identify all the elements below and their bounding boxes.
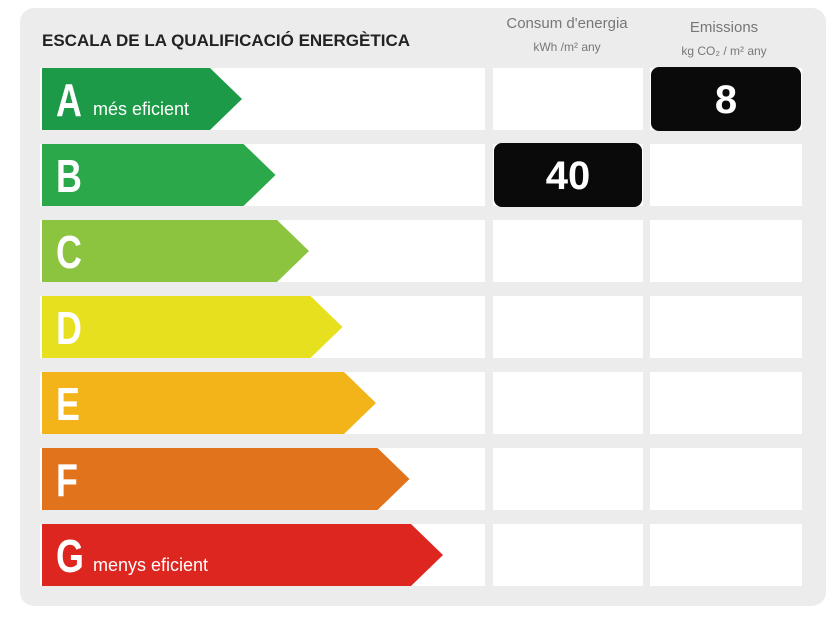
value-cell bbox=[493, 296, 643, 358]
value-cell bbox=[650, 220, 802, 282]
grade-letter: C bbox=[56, 227, 82, 278]
value-cell bbox=[493, 372, 643, 434]
grade-letter: B bbox=[56, 151, 82, 202]
value-badge bbox=[494, 143, 642, 207]
value-text: 40 bbox=[546, 154, 591, 198]
grade-letter: A bbox=[56, 75, 82, 126]
grade-arrow bbox=[42, 220, 309, 282]
column-title: Emissions bbox=[690, 19, 758, 36]
grade-letter: F bbox=[56, 455, 78, 506]
value-cell bbox=[493, 220, 643, 282]
grade-arrow bbox=[42, 144, 276, 206]
value-badge bbox=[651, 67, 801, 131]
grade-letter: E bbox=[56, 379, 80, 430]
value-cell bbox=[650, 524, 802, 586]
value-cell bbox=[650, 144, 802, 206]
value-cell bbox=[493, 448, 643, 510]
grade-arrow bbox=[42, 524, 443, 586]
column-title: Consum d'energia bbox=[506, 15, 628, 32]
grade-arrow bbox=[42, 296, 343, 358]
label-title: ESCALA DE LA QUALIFICACIÓ ENERGÈTICA bbox=[42, 31, 410, 50]
grade-note: menys eficient bbox=[93, 555, 208, 575]
value-cell bbox=[650, 372, 802, 434]
grade-letter: D bbox=[56, 303, 82, 354]
value-text: 8 bbox=[715, 78, 737, 122]
value-cell bbox=[493, 524, 643, 586]
value-cell bbox=[493, 68, 643, 130]
value-cell bbox=[650, 448, 802, 510]
grade-arrow bbox=[42, 372, 376, 434]
grade-arrow bbox=[42, 68, 242, 130]
grade-arrow bbox=[42, 448, 410, 510]
column-unit: kWh /m² any bbox=[533, 40, 600, 54]
grade-note: més eficient bbox=[93, 99, 189, 119]
column-unit: kg CO₂ / m² any bbox=[681, 44, 766, 58]
value-cell bbox=[650, 296, 802, 358]
grade-letter: G bbox=[56, 531, 84, 582]
